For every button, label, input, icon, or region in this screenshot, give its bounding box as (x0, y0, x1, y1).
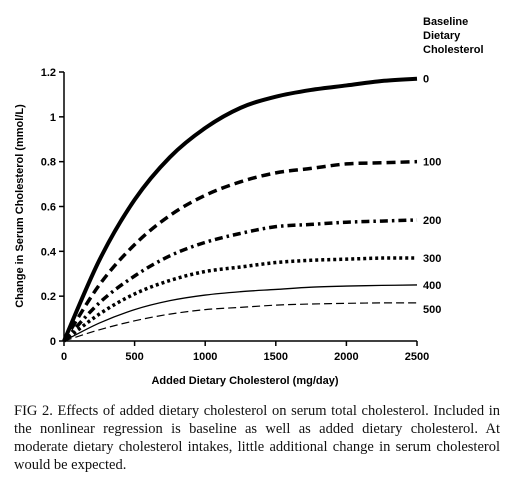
x-tick-label-5: 2500 (405, 351, 429, 363)
series-lines (62, 76, 418, 343)
series-label-300: 300 (423, 253, 441, 265)
y-tick-label-4: 0.8 (41, 157, 56, 169)
y-axis-title: Change in Serum Cholesterol (mmol/L) (14, 104, 26, 308)
series-label-200: 200 (423, 215, 441, 227)
x-tick-label-1: 500 (125, 351, 143, 363)
legend-title-line-1: Baseline (423, 16, 468, 28)
y-tick-label-1: 0.2 (41, 291, 56, 303)
series-labels: 0 100 200 300 400 500 (423, 74, 441, 316)
series-line-500 (63, 302, 418, 342)
figure-caption: FIG 2. Effects of added dietary choleste… (14, 403, 500, 473)
series-label-400: 400 (423, 280, 441, 292)
x-tick-label-3: 1500 (264, 351, 288, 363)
series-line-400 (63, 284, 418, 342)
series-label-100: 100 (423, 157, 441, 169)
series-label-0: 0 (423, 74, 429, 86)
series-label-500: 500 (423, 304, 441, 316)
x-axis-title: Added Dietary Cholesterol (mg/day) (151, 375, 338, 387)
x-tick-label-4: 2000 (334, 351, 358, 363)
ticks: 0 500 1000 1500 2000 2500 0 0.2 0.4 0.6 0.8 1 1.2 (41, 67, 430, 363)
axes (63, 72, 417, 342)
x-tick-label-0: 0 (61, 351, 67, 363)
y-tick-label-2: 0.4 (41, 246, 57, 258)
y-tick-label-3: 0.6 (41, 202, 56, 214)
y-tick-label-6: 1.2 (41, 67, 56, 79)
series-line-200 (62, 218, 418, 343)
legend-title-line-3: Cholesterol (423, 44, 484, 56)
y-tick-label-0: 0 (50, 336, 56, 348)
series-line-100 (62, 159, 418, 342)
legend-title-line-2: Dietary (423, 30, 461, 42)
y-tick-label-5: 1 (50, 112, 56, 124)
series-line-300 (62, 256, 418, 343)
series-line-0 (62, 76, 418, 342)
x-tick-label-2: 1000 (193, 351, 217, 363)
